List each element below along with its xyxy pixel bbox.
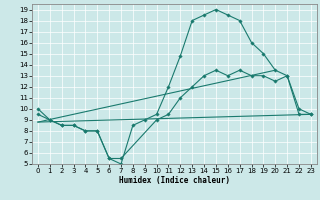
- X-axis label: Humidex (Indice chaleur): Humidex (Indice chaleur): [119, 176, 230, 185]
